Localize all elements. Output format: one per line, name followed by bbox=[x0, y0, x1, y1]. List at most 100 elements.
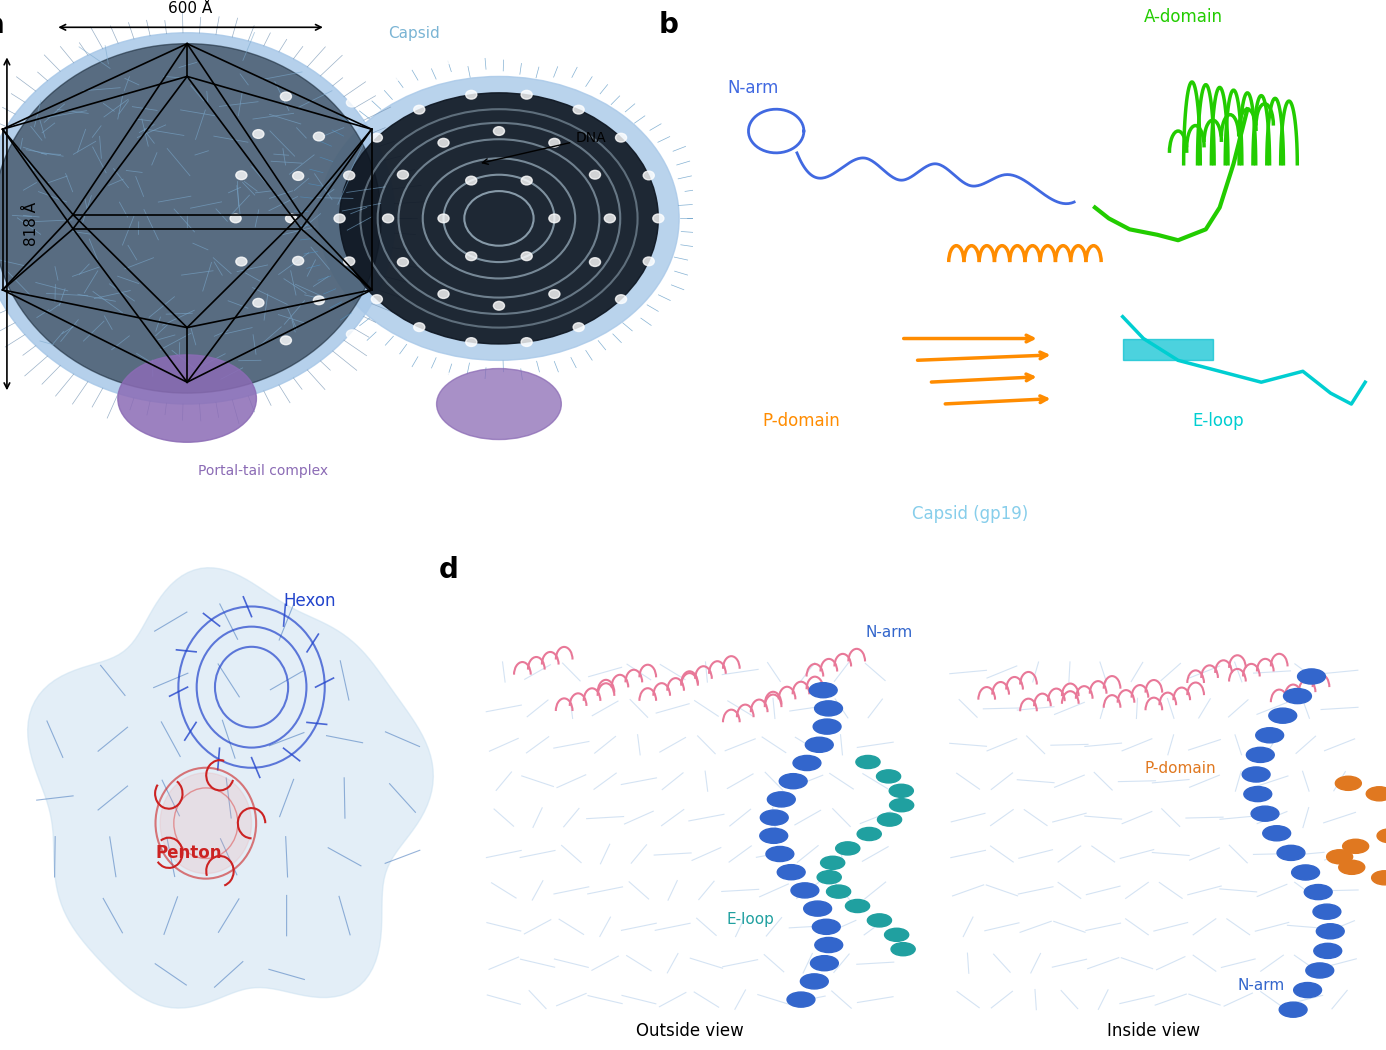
Circle shape bbox=[1314, 943, 1342, 959]
Circle shape bbox=[236, 171, 247, 180]
Circle shape bbox=[344, 257, 355, 266]
Circle shape bbox=[362, 35, 373, 43]
Circle shape bbox=[1246, 748, 1274, 762]
Circle shape bbox=[574, 105, 585, 114]
Circle shape bbox=[814, 719, 841, 734]
Circle shape bbox=[1277, 845, 1304, 860]
Circle shape bbox=[735, 298, 746, 308]
Circle shape bbox=[547, 373, 559, 381]
Circle shape bbox=[694, 171, 705, 181]
Circle shape bbox=[757, 214, 768, 223]
Circle shape bbox=[493, 127, 505, 135]
Ellipse shape bbox=[340, 92, 658, 344]
Circle shape bbox=[439, 56, 450, 64]
Circle shape bbox=[1335, 776, 1361, 791]
Circle shape bbox=[313, 132, 324, 141]
Circle shape bbox=[292, 171, 304, 181]
Circle shape bbox=[884, 928, 909, 942]
Ellipse shape bbox=[161, 773, 252, 874]
Circle shape bbox=[787, 992, 815, 1007]
Circle shape bbox=[653, 214, 664, 223]
Circle shape bbox=[521, 338, 532, 347]
Circle shape bbox=[1256, 728, 1283, 742]
Polygon shape bbox=[1123, 338, 1213, 360]
Text: N-arm: N-arm bbox=[1238, 978, 1285, 992]
Circle shape bbox=[466, 176, 477, 185]
Text: P-domain: P-domain bbox=[1145, 761, 1216, 776]
Circle shape bbox=[868, 914, 891, 927]
Circle shape bbox=[751, 257, 762, 266]
Circle shape bbox=[615, 295, 626, 303]
Circle shape bbox=[876, 770, 901, 783]
Text: Capsid: Capsid bbox=[388, 26, 439, 41]
Text: P-domain: P-domain bbox=[762, 412, 840, 429]
Circle shape bbox=[1283, 689, 1311, 704]
Circle shape bbox=[466, 338, 477, 347]
Circle shape bbox=[334, 214, 345, 223]
Circle shape bbox=[779, 774, 807, 789]
Ellipse shape bbox=[0, 33, 395, 404]
Circle shape bbox=[1252, 806, 1279, 821]
Circle shape bbox=[549, 214, 560, 223]
Circle shape bbox=[1313, 904, 1340, 919]
Text: A-domain: A-domain bbox=[1143, 7, 1222, 26]
Circle shape bbox=[383, 214, 394, 223]
Circle shape bbox=[466, 252, 477, 260]
Circle shape bbox=[466, 90, 477, 99]
Circle shape bbox=[625, 394, 636, 402]
Circle shape bbox=[821, 856, 844, 869]
Circle shape bbox=[346, 330, 358, 338]
Circle shape bbox=[1293, 983, 1321, 998]
Circle shape bbox=[439, 373, 450, 381]
Circle shape bbox=[466, 7, 477, 17]
Circle shape bbox=[317, 369, 328, 377]
Circle shape bbox=[1263, 825, 1290, 841]
Circle shape bbox=[707, 92, 718, 101]
Circle shape bbox=[521, 252, 532, 260]
Circle shape bbox=[389, 72, 401, 81]
Circle shape bbox=[521, 176, 532, 185]
Circle shape bbox=[1268, 708, 1297, 723]
Circle shape bbox=[1378, 828, 1386, 843]
Circle shape bbox=[589, 257, 600, 267]
Circle shape bbox=[313, 296, 324, 304]
Circle shape bbox=[812, 919, 840, 934]
Circle shape bbox=[818, 870, 841, 884]
Circle shape bbox=[640, 99, 651, 107]
Circle shape bbox=[371, 133, 383, 142]
Text: Outside view: Outside view bbox=[636, 1022, 743, 1040]
Text: 600 Å: 600 Å bbox=[169, 1, 212, 17]
Circle shape bbox=[761, 810, 789, 825]
Circle shape bbox=[1279, 1002, 1307, 1017]
Text: E-loop: E-loop bbox=[726, 912, 775, 927]
Circle shape bbox=[805, 737, 833, 753]
Circle shape bbox=[317, 60, 328, 68]
Circle shape bbox=[625, 35, 636, 43]
Circle shape bbox=[751, 171, 762, 180]
Circle shape bbox=[836, 842, 859, 855]
Circle shape bbox=[597, 72, 608, 81]
Text: Hexon: Hexon bbox=[284, 592, 335, 610]
Circle shape bbox=[589, 170, 600, 180]
Circle shape bbox=[707, 336, 718, 344]
Circle shape bbox=[845, 900, 869, 912]
Circle shape bbox=[1304, 884, 1332, 900]
Circle shape bbox=[811, 956, 839, 971]
Circle shape bbox=[413, 105, 424, 114]
Circle shape bbox=[597, 356, 608, 364]
Circle shape bbox=[643, 171, 654, 180]
Circle shape bbox=[669, 369, 681, 377]
Circle shape bbox=[615, 133, 626, 142]
Circle shape bbox=[252, 298, 263, 308]
Circle shape bbox=[292, 256, 304, 266]
Circle shape bbox=[280, 336, 291, 344]
Text: Inside view: Inside view bbox=[1107, 1022, 1200, 1040]
Circle shape bbox=[398, 257, 409, 267]
Circle shape bbox=[815, 938, 843, 952]
Circle shape bbox=[1292, 865, 1319, 880]
Circle shape bbox=[346, 99, 358, 107]
Circle shape bbox=[1243, 786, 1272, 801]
Circle shape bbox=[549, 290, 560, 298]
Text: N-arm: N-arm bbox=[866, 625, 913, 639]
Ellipse shape bbox=[0, 44, 381, 393]
